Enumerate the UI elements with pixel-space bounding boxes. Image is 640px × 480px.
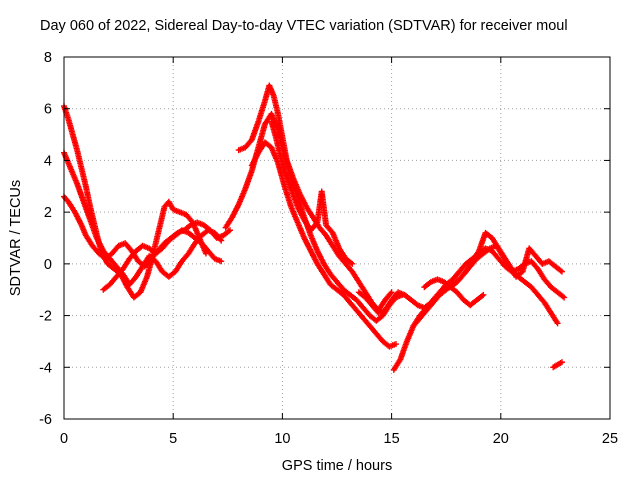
data-point xyxy=(349,260,356,267)
y-tick-label: 0 xyxy=(44,257,52,273)
y-tick-label: 4 xyxy=(44,153,52,169)
series-track-g xyxy=(248,139,399,350)
x-tick-label: 15 xyxy=(384,431,400,447)
grid-lines xyxy=(64,57,610,419)
x-tick-label: 20 xyxy=(493,431,509,447)
data-point xyxy=(217,236,224,243)
series-track-c xyxy=(61,149,225,288)
series-track-d xyxy=(100,227,225,293)
data-point xyxy=(218,237,225,244)
data-point xyxy=(218,258,225,265)
y-tick-label: 6 xyxy=(44,102,52,118)
series-track-h xyxy=(268,118,356,267)
chart-title: Day 060 of 2022, Sidereal Day-to-day VTE… xyxy=(40,18,568,34)
data-points xyxy=(61,82,568,373)
y-axis-ticks: -6 -4 -2 0 2 4 6 8 xyxy=(39,50,610,428)
data-point xyxy=(561,294,568,301)
y-tick-label: -4 xyxy=(39,360,52,376)
x-tick-label: 10 xyxy=(274,431,290,447)
y-axis-label: SDTVAR / TECUs xyxy=(8,180,24,296)
x-tick-label: 0 xyxy=(60,431,68,447)
plot-area-frame xyxy=(63,56,611,420)
x-tick-label: 25 xyxy=(602,431,618,447)
y-tick-label: 8 xyxy=(44,50,52,66)
x-axis-ticks: 0 5 10 15 20 25 xyxy=(60,57,618,447)
x-tick-label: 5 xyxy=(169,431,177,447)
data-point xyxy=(480,291,487,298)
series-track-l xyxy=(421,242,565,291)
y-tick-label: 2 xyxy=(44,205,52,221)
y-tick-label: -2 xyxy=(39,309,52,325)
data-point xyxy=(554,320,561,327)
data-point xyxy=(388,289,395,296)
x-axis-label: GPS time / hours xyxy=(282,458,392,474)
data-point xyxy=(387,290,394,297)
data-point xyxy=(558,268,565,275)
data-point xyxy=(226,227,233,234)
data-point xyxy=(392,341,399,348)
y-tick-label: -6 xyxy=(39,412,52,428)
data-point xyxy=(558,359,565,366)
series-track-f xyxy=(235,82,395,314)
series-track-m xyxy=(550,359,565,371)
